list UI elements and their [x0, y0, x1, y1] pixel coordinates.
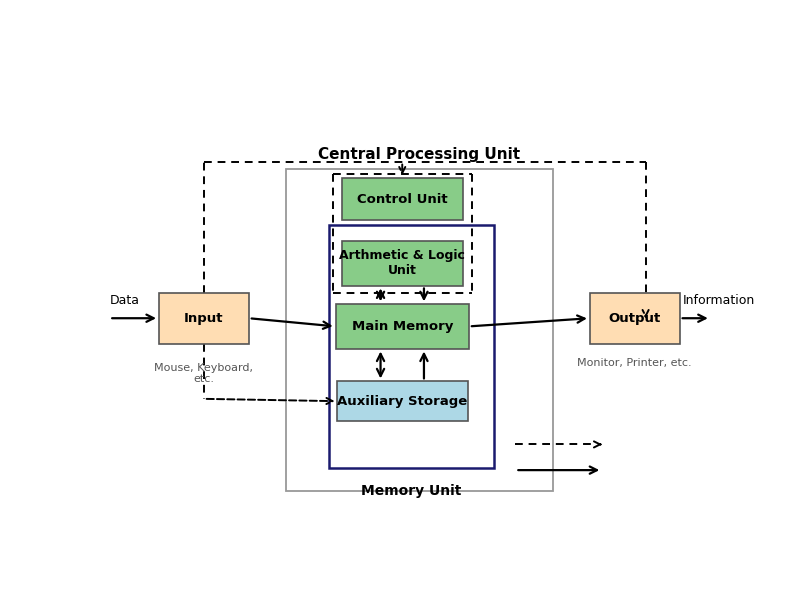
Bar: [159, 293, 249, 344]
Text: Arthmetic & Logic
Unit: Arthmetic & Logic Unit: [339, 249, 465, 277]
Bar: [342, 241, 462, 285]
Text: Monitor, Printer, etc.: Monitor, Printer, etc.: [578, 358, 692, 368]
Text: Information: Information: [683, 294, 755, 307]
Text: Memory Unit: Memory Unit: [362, 484, 462, 498]
Bar: [336, 304, 469, 348]
Text: Output: Output: [609, 312, 661, 325]
Bar: [330, 225, 494, 468]
Text: Central Processing Unit: Central Processing Unit: [318, 147, 520, 161]
Bar: [338, 381, 468, 421]
Text: Main Memory: Main Memory: [351, 320, 453, 333]
Bar: [286, 169, 553, 491]
Text: Auxiliary Storage: Auxiliary Storage: [338, 395, 468, 408]
Text: Input: Input: [184, 312, 224, 325]
Text: Mouse, Keyboard,
etc.: Mouse, Keyboard, etc.: [154, 362, 254, 384]
Bar: [342, 178, 462, 220]
Bar: [590, 293, 680, 344]
Text: Control Unit: Control Unit: [357, 192, 447, 206]
Text: Data: Data: [110, 294, 139, 307]
